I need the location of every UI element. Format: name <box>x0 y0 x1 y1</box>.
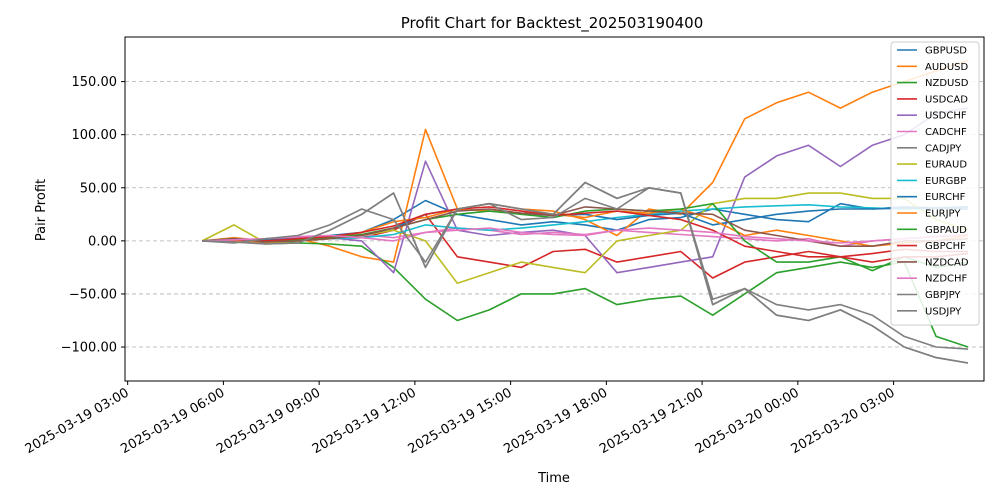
series-line-usdchf <box>202 107 969 274</box>
legend-label: GBPAUD <box>925 225 967 236</box>
series-line-gbpchf <box>202 206 969 263</box>
series-line-gbpjpy <box>202 187 969 350</box>
series-line-nzdcad <box>202 206 969 247</box>
x-tick-label: 2025-03-19 12:00 <box>310 385 419 457</box>
legend-label: GBPUSD <box>925 46 967 57</box>
legend-label: AUDUSD <box>925 62 969 73</box>
legend-label: USDCAD <box>925 94 968 105</box>
legend: GBPUSD AUDUSD NZDUSD USDCAD USDCHF CADCHF CADJ… <box>890 41 980 326</box>
legend-label: CADCHF <box>925 127 967 138</box>
legend-label: NZDUSD <box>925 78 969 89</box>
legend-label: EURGBP <box>925 176 966 187</box>
legend-label: EURJPY <box>925 209 961 220</box>
chart-title: Profit Chart for Backtest_202503190400 <box>401 14 704 33</box>
x-axis-title: Time <box>537 471 570 486</box>
y-ticks: 150.00 100.00 50.00 0.00 −50.00 −100.00 <box>61 75 125 356</box>
legend-label: GBPCHF <box>925 241 966 252</box>
series-lines <box>201 59 969 364</box>
series-line-usdjpy <box>202 181 969 364</box>
legend-label: USDCHF <box>925 111 967 122</box>
legend-label: CADJPY <box>925 143 962 154</box>
legend-label: USDJPY <box>925 306 962 317</box>
legend-label: GBPJPY <box>925 290 961 301</box>
plot-frame <box>124 36 985 382</box>
x-tick-label: 2025-03-19 18:00 <box>501 385 610 457</box>
x-tick-label: 2025-03-19 06:00 <box>118 385 227 457</box>
series-line-audusd <box>202 59 969 263</box>
y-tick-label: 150.00 <box>72 75 118 90</box>
legend-label: NZDCHF <box>925 274 968 285</box>
y-tick-label: −50.00 <box>69 287 117 302</box>
y-axis-title: Pair Profit <box>34 179 49 241</box>
y-tick-label: −100.00 <box>61 341 117 356</box>
legend-label: NZDCAD <box>925 257 969 268</box>
x-tick-label: 2025-03-19 03:00 <box>23 385 132 457</box>
series-line-nzdusd <box>202 237 969 348</box>
legend-label: EURAUD <box>925 160 967 171</box>
x-tick-label: 2025-03-19 15:00 <box>406 385 515 457</box>
x-tick-label: 2025-03-19 09:00 <box>214 385 323 457</box>
y-tick-label: 50.00 <box>80 181 117 196</box>
legend-box <box>890 41 980 326</box>
y-tick-label: 0.00 <box>88 234 117 249</box>
series-line-nzdchf <box>202 227 969 244</box>
x-tick-label: 2025-03-20 00:00 <box>693 385 802 457</box>
x-tick-label: 2025-03-19 21:00 <box>597 385 706 457</box>
y-tick-label: 100.00 <box>72 128 118 143</box>
legend-label: EURCHF <box>925 192 966 203</box>
x-tick-label: 2025-03-20 03:00 <box>789 385 898 457</box>
